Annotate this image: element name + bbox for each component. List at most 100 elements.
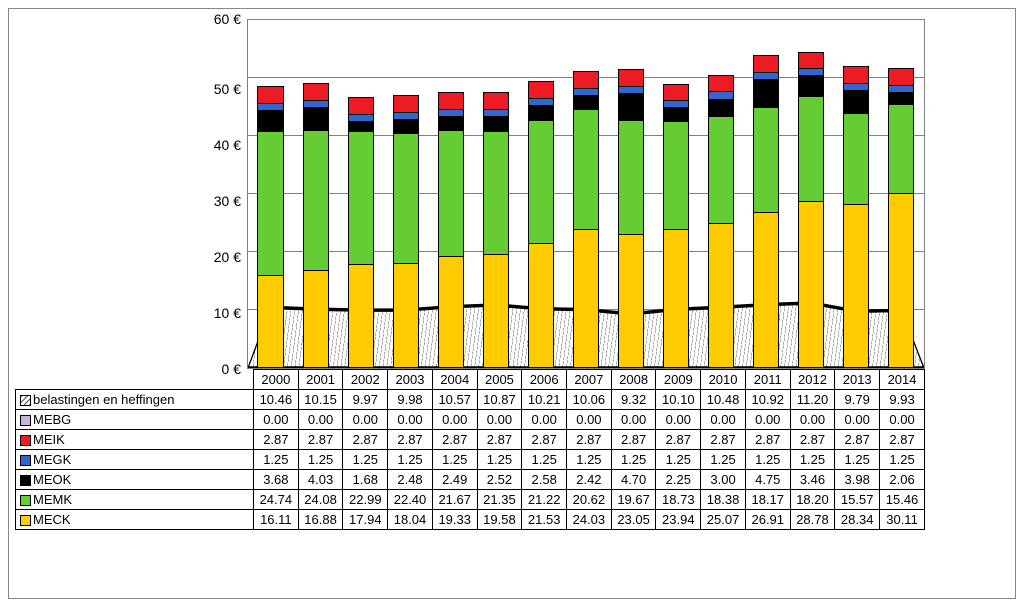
data-cell: 2.87	[835, 430, 880, 450]
data-cell: 16.11	[254, 510, 299, 530]
bar-slot	[518, 20, 563, 368]
table-row: MEIK2.872.872.872.872.872.872.872.872.87…	[16, 430, 925, 450]
data-cell: 0.00	[388, 410, 433, 430]
bar-segment-MECK	[483, 254, 509, 368]
data-cell: 0.00	[656, 410, 701, 430]
bar-segment-MEGK	[843, 83, 869, 90]
data-cell: 1.25	[835, 450, 880, 470]
data-cell: 0.00	[745, 410, 790, 430]
bar-segment-MEGK	[303, 100, 329, 107]
data-cell: 3.00	[701, 470, 746, 490]
bar-segment-MECK	[573, 229, 599, 368]
bar-segment-MEGK	[798, 68, 824, 75]
data-cell: 2.49	[432, 470, 477, 490]
data-cell: 2.87	[432, 430, 477, 450]
data-cell: 2.87	[701, 430, 746, 450]
year-header: 2009	[656, 370, 701, 390]
bar-segment-MEMK	[888, 104, 914, 194]
data-cell: 1.25	[522, 450, 567, 470]
bar-segment-MECK	[843, 204, 869, 368]
bar-segment-MEMK	[843, 113, 869, 203]
y-tick-label: 20 €	[214, 250, 241, 264]
data-cell: 0.00	[567, 410, 612, 430]
data-cell: 2.87	[745, 430, 790, 450]
bar-slot	[293, 20, 338, 368]
bar-segment-MEOK	[753, 79, 779, 107]
bar-slot	[428, 20, 473, 368]
bar	[843, 66, 869, 368]
bar-segment-MEOK	[393, 119, 419, 133]
data-table: 2000200120022003200420052006200720082009…	[15, 369, 925, 530]
bar-segment-MEGK	[348, 114, 374, 121]
data-cell: 21.53	[522, 510, 567, 530]
data-cell: 1.25	[656, 450, 701, 470]
bar	[483, 92, 509, 368]
bar-segment-MEIK	[843, 66, 869, 83]
bar-segment-MEIK	[618, 69, 644, 86]
bar-segment-MECK	[708, 223, 734, 368]
data-cell: 1.25	[567, 450, 612, 470]
bar	[708, 75, 734, 368]
year-header: 2003	[388, 370, 433, 390]
data-cell: 2.87	[567, 430, 612, 450]
bars	[248, 20, 924, 368]
year-header: 2005	[477, 370, 522, 390]
data-cell: 0.00	[432, 410, 477, 430]
data-cell: 17.94	[343, 510, 388, 530]
bar	[798, 52, 824, 368]
bar-segment-MECK	[348, 264, 374, 368]
bar-segment-MEIK	[798, 52, 824, 69]
bar-slot	[338, 20, 383, 368]
data-cell: 10.10	[656, 390, 701, 410]
data-cell: 10.57	[432, 390, 477, 410]
bar-segment-MEMK	[438, 130, 464, 256]
table-row: MEOK3.684.031.682.482.492.522.582.424.70…	[16, 470, 925, 490]
data-cell: 15.57	[835, 490, 880, 510]
bar-segment-MEMK	[348, 131, 374, 264]
data-cell: 4.03	[298, 470, 343, 490]
bar-slot	[744, 20, 789, 368]
bar-segment-MEOK	[708, 99, 734, 116]
data-cell: 11.20	[790, 390, 835, 410]
bar-segment-MEGK	[573, 88, 599, 95]
bar-segment-MEIK	[888, 68, 914, 85]
data-cell: 9.97	[343, 390, 388, 410]
data-cell: 30.11	[880, 510, 925, 530]
y-tick-label: 30 €	[214, 194, 241, 208]
data-cell: 1.25	[701, 450, 746, 470]
data-cell: 10.15	[298, 390, 343, 410]
data-cell: 0.00	[880, 410, 925, 430]
table-row: MECK16.1116.8817.9418.0419.3319.5821.532…	[16, 510, 925, 530]
bar-segment-MEIK	[708, 75, 734, 92]
data-cell: 18.04	[388, 510, 433, 530]
data-cell: 1.25	[745, 450, 790, 470]
row-header: MECK	[16, 510, 254, 530]
data-cell: 19.67	[611, 490, 656, 510]
data-cell: 24.08	[298, 490, 343, 510]
legend-swatch-MEOK	[20, 475, 31, 486]
bar-segment-MEMK	[663, 121, 689, 230]
data-cell: 1.25	[790, 450, 835, 470]
y-tick-label: 40 €	[214, 138, 241, 152]
data-cell: 1.25	[432, 450, 477, 470]
bar-segment-MEGK	[393, 112, 419, 119]
data-cell: 3.68	[254, 470, 299, 490]
data-cell: 18.73	[656, 490, 701, 510]
bar-segment-MEGK	[438, 109, 464, 116]
data-cell: 24.74	[254, 490, 299, 510]
bar	[528, 81, 554, 368]
table-header-row: 2000200120022003200420052006200720082009…	[16, 370, 925, 390]
data-cell: 1.25	[880, 450, 925, 470]
data-cell: 10.48	[701, 390, 746, 410]
data-cell: 1.25	[388, 450, 433, 470]
bar-segment-MEMK	[708, 116, 734, 223]
data-cell: 2.87	[656, 430, 701, 450]
bar-segment-MECK	[528, 243, 554, 368]
bar-slot	[834, 20, 879, 368]
bar-segment-MEOK	[888, 92, 914, 104]
data-cell: 18.20	[790, 490, 835, 510]
data-cell: 25.07	[701, 510, 746, 530]
data-cell: 2.52	[477, 470, 522, 490]
data-cell: 21.35	[477, 490, 522, 510]
y-tick-label: 10 €	[214, 306, 241, 320]
